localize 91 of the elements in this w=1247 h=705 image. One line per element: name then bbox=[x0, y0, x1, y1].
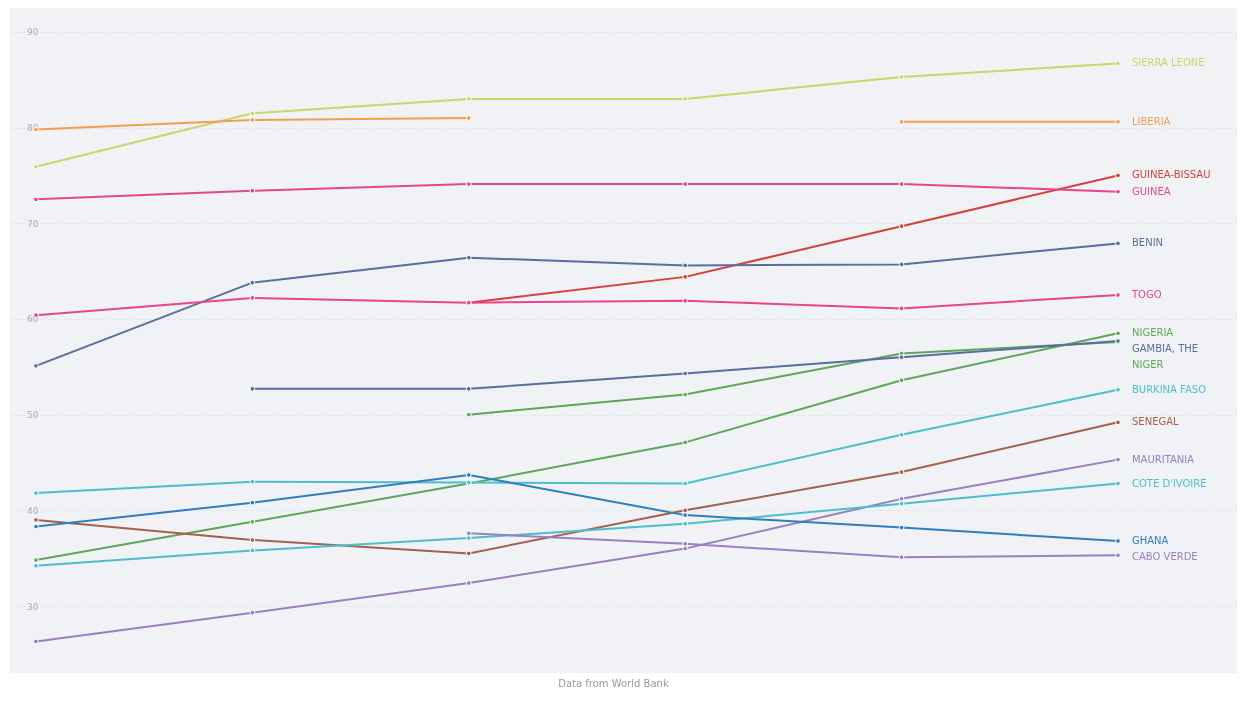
point bbox=[682, 96, 689, 102]
point bbox=[898, 431, 905, 438]
point bbox=[33, 523, 39, 530]
y-tick-label: 70 bbox=[27, 218, 39, 229]
point bbox=[1115, 240, 1121, 247]
point bbox=[465, 535, 472, 541]
series-label: GUINEA bbox=[1131, 185, 1171, 197]
series-label: TOGO bbox=[1130, 289, 1162, 301]
point bbox=[465, 580, 472, 586]
point bbox=[682, 181, 689, 187]
series-label: CABO VERDE bbox=[1131, 550, 1198, 562]
point bbox=[682, 439, 689, 446]
point bbox=[682, 512, 689, 518]
point bbox=[1115, 60, 1121, 67]
series-label: GHANA bbox=[1131, 534, 1169, 546]
point bbox=[465, 472, 472, 478]
point bbox=[249, 518, 256, 525]
point bbox=[249, 478, 256, 485]
point bbox=[465, 411, 472, 418]
point bbox=[465, 115, 472, 121]
point bbox=[1115, 386, 1121, 393]
series-label: MAURITANIA bbox=[1131, 453, 1195, 465]
point bbox=[1115, 552, 1121, 559]
point bbox=[465, 530, 472, 537]
point bbox=[1115, 292, 1121, 298]
series-label: SIERRA LEONE bbox=[1131, 57, 1205, 69]
series-label: LIBERIA bbox=[1131, 115, 1171, 127]
point bbox=[33, 517, 39, 523]
point bbox=[682, 262, 689, 269]
point bbox=[249, 117, 256, 123]
point bbox=[898, 119, 905, 125]
point bbox=[898, 377, 905, 384]
point bbox=[898, 181, 905, 187]
point bbox=[249, 279, 256, 286]
point bbox=[682, 370, 689, 377]
point bbox=[682, 274, 689, 280]
point bbox=[898, 500, 905, 507]
series-label: NIGERIA bbox=[1131, 327, 1174, 339]
y-tick-label: 50 bbox=[27, 410, 39, 421]
point bbox=[682, 545, 689, 552]
text: Data from World Bank bbox=[558, 678, 669, 689]
series-label: BENIN bbox=[1131, 237, 1164, 249]
series-label: GUINEA-BISSAU bbox=[1131, 169, 1211, 181]
point bbox=[898, 305, 905, 312]
point bbox=[898, 469, 905, 475]
point bbox=[898, 354, 905, 361]
point bbox=[1115, 419, 1121, 426]
series-label: SENEGAL bbox=[1131, 416, 1180, 428]
point bbox=[465, 550, 472, 557]
point bbox=[249, 547, 256, 554]
point bbox=[682, 297, 689, 304]
point bbox=[249, 295, 256, 301]
point bbox=[682, 520, 689, 527]
text: NIGER bbox=[1131, 359, 1164, 371]
point bbox=[1115, 188, 1121, 195]
point bbox=[33, 490, 39, 496]
series-label: COTE D'IVOIRE bbox=[1131, 477, 1207, 489]
y-tick-label: 40 bbox=[27, 505, 39, 516]
point bbox=[898, 554, 905, 561]
point bbox=[1115, 456, 1121, 463]
point bbox=[1115, 480, 1121, 487]
point bbox=[33, 163, 39, 170]
point bbox=[898, 261, 905, 268]
point bbox=[33, 363, 39, 369]
point bbox=[898, 74, 905, 80]
series-label: BURKINA FASO bbox=[1131, 383, 1207, 395]
point bbox=[682, 391, 689, 398]
point bbox=[249, 609, 256, 616]
point bbox=[898, 496, 905, 502]
y-tick-label: 90 bbox=[27, 27, 39, 38]
point bbox=[1115, 330, 1121, 337]
point bbox=[898, 223, 905, 229]
point bbox=[465, 96, 472, 102]
point bbox=[465, 254, 472, 261]
point bbox=[33, 557, 39, 563]
point bbox=[682, 480, 689, 487]
series-label: GAMBIA, THE bbox=[1131, 343, 1199, 355]
point bbox=[682, 540, 689, 547]
point bbox=[249, 537, 256, 543]
point bbox=[1115, 172, 1121, 179]
point bbox=[249, 110, 256, 117]
point bbox=[1115, 538, 1121, 544]
point bbox=[249, 499, 256, 506]
point bbox=[465, 181, 472, 187]
point bbox=[33, 562, 39, 569]
point bbox=[249, 187, 256, 194]
point bbox=[33, 638, 39, 645]
point bbox=[898, 524, 905, 531]
point bbox=[33, 196, 39, 203]
y-tick-label: 30 bbox=[27, 601, 39, 612]
point bbox=[1115, 119, 1121, 125]
